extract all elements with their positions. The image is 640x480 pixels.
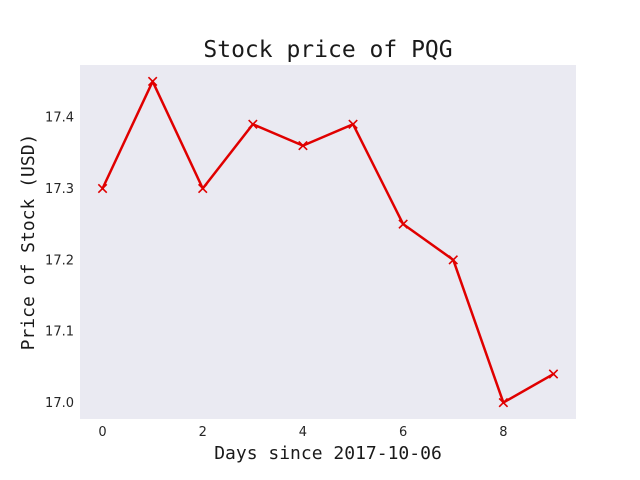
series-line xyxy=(101,80,555,404)
x-tick-label: 0 xyxy=(98,425,106,440)
y-axis-label: Price of Stock (USD) xyxy=(18,134,39,351)
data-point-x-marker xyxy=(448,255,459,265)
y-tick-label: 17.4 xyxy=(45,111,74,126)
y-tick-label: 17.3 xyxy=(45,182,74,197)
data-point-x-marker xyxy=(197,183,208,194)
y-tick-label: 17.0 xyxy=(45,396,74,411)
data-point-x-marker xyxy=(548,369,559,379)
plot-background xyxy=(80,65,576,419)
data-point-x-marker xyxy=(398,219,408,229)
x-tick-label: 8 xyxy=(499,425,507,440)
y-tick-label: 17.1 xyxy=(45,325,74,340)
y-tick-label: 17.2 xyxy=(45,253,74,268)
x-axis-ticks: 0 2 4 6 8 xyxy=(98,425,507,440)
data-point-x-marker xyxy=(97,183,108,194)
data-point-x-marker xyxy=(248,119,258,130)
x-tick-label: 2 xyxy=(199,425,207,440)
data-point-x-marker xyxy=(348,119,358,130)
data-point-x-marker xyxy=(147,76,158,87)
x-tick-label: 6 xyxy=(399,425,407,440)
y-axis-ticks: 17.0 17.1 17.2 17.3 17.4 xyxy=(45,111,74,411)
data-points xyxy=(97,76,559,408)
data-point-x-marker xyxy=(498,397,509,408)
chart-title: Stock price of PQG xyxy=(203,37,452,63)
data-point-x-marker xyxy=(298,140,308,151)
x-axis-label: Days since 2017-10-06 xyxy=(214,443,442,464)
x-tick-label: 4 xyxy=(299,425,307,440)
